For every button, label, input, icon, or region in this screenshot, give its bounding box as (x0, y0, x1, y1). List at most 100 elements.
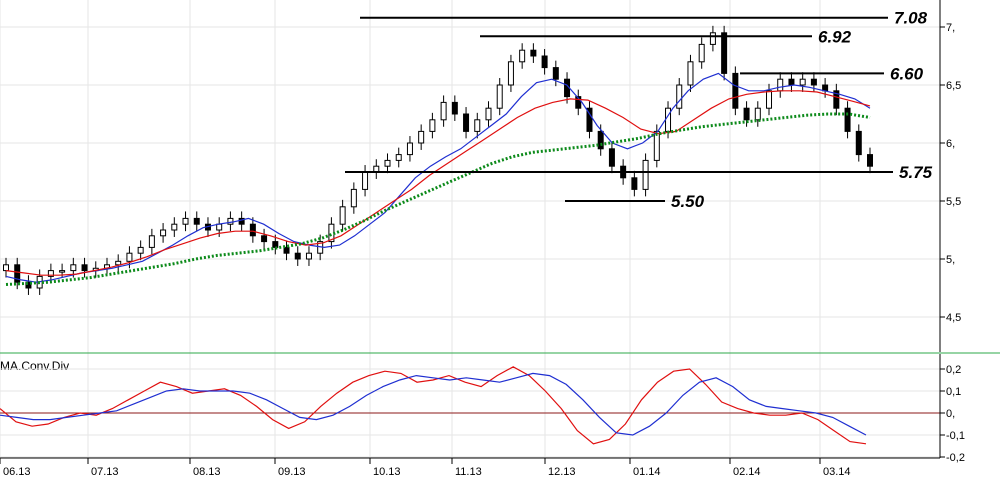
macd-panel: MA.Conv.Div 0,2 0,1 0, -0,1 -0,2 (0, 354, 965, 464)
candle-down (238, 217, 245, 225)
candle-down (721, 32, 728, 74)
candle-up (305, 252, 312, 260)
support-resistance-levels: 7.08 6.92 6.60 5.75 5.50 (345, 9, 933, 211)
candle-up (507, 61, 514, 86)
candle-up (182, 217, 189, 225)
candle-up (440, 101, 447, 121)
candle-down (530, 49, 537, 57)
candle-up (766, 90, 773, 109)
candle-down (586, 107, 593, 132)
candle-up (115, 260, 122, 266)
candle-up (799, 78, 806, 86)
candle-down (575, 96, 582, 109)
candle-down (14, 264, 21, 283)
moving-average-lines (5, 72, 871, 286)
time-tick-label: 07.13 (91, 466, 119, 478)
macd-tick-label: -0,1 (946, 430, 965, 442)
time-axis-ticks: 06.13 07.13 08.13 09.13 10.13 11.13 12.13 01.14… (0, 458, 851, 478)
price-tick-label: 5,5 (946, 196, 961, 208)
time-tick-label: 02.14 (733, 466, 761, 478)
candle-up (406, 142, 413, 156)
candle-up (395, 154, 402, 161)
candle-up (137, 246, 144, 254)
time-tick-label: 10.13 (373, 466, 401, 478)
candle-up (665, 107, 672, 132)
candle-up (687, 61, 694, 86)
price-tick-label: 6,5 (946, 80, 961, 92)
candle-up (47, 270, 54, 277)
candle-up (339, 206, 346, 225)
candle-up (384, 159, 391, 167)
macd-lines (0, 366, 867, 445)
candle-down (855, 130, 862, 156)
candle-down (294, 252, 301, 260)
time-tick-label: 12.13 (548, 466, 576, 478)
level-label: 5.50 (671, 192, 705, 211)
candle-up (485, 107, 492, 121)
candle-up (160, 229, 167, 237)
candle-down (631, 177, 638, 190)
moving-average-line (5, 112, 871, 286)
time-tick-label: 11.13 (455, 466, 482, 478)
candle-down (272, 241, 279, 248)
price-tick-label: 5, (946, 254, 955, 266)
macd-tick-label: 0,2 (946, 364, 961, 376)
candle-down (261, 235, 268, 243)
moving-average-line (5, 72, 871, 283)
candle-down (743, 107, 750, 121)
candle-up (653, 130, 660, 161)
level-label: 7.08 (894, 9, 928, 28)
time-tick-label: 08.13 (193, 466, 221, 478)
candle-up (676, 84, 683, 109)
candle-down (249, 223, 256, 237)
candle-down (451, 101, 458, 115)
price-tick-label: 7, (946, 22, 955, 34)
price-grid (0, 0, 940, 458)
macd-tick-label: -0,2 (946, 452, 965, 464)
candle-down (81, 264, 88, 272)
level-label: 5.75 (899, 163, 933, 182)
candlesticks (3, 25, 873, 295)
level-label: 6.92 (818, 27, 852, 46)
price-panel: 7.08 6.92 6.60 5.75 5.50 7, 6,5 6, 5,5 5, 4,5 (0, 0, 961, 458)
candle-down (283, 246, 290, 254)
candle-up (70, 264, 77, 272)
candle-down (25, 281, 32, 289)
candle-up (350, 188, 357, 208)
candle-up (126, 252, 133, 262)
candle-up (216, 223, 223, 231)
level-label: 6.60 (890, 64, 924, 83)
candle-up (519, 49, 526, 63)
time-tick-label: 01.14 (633, 466, 661, 478)
candle-down (541, 55, 548, 69)
macd-series-line (0, 366, 867, 445)
candle-up (642, 159, 649, 190)
candle-down (810, 78, 817, 86)
candle-up (362, 171, 369, 190)
candle-down (597, 130, 604, 150)
candle-down (193, 217, 200, 225)
macd-axis-ticks: 0,2 0,1 0, -0,1 -0,2 (940, 364, 965, 464)
candle-up (171, 223, 178, 231)
candle-up (418, 130, 425, 144)
candle-down (732, 72, 739, 109)
candle-up (148, 235, 155, 248)
candle-down (788, 78, 795, 86)
macd-tick-label: 0,1 (946, 386, 961, 398)
macd-title: MA.Conv.Div (0, 359, 69, 373)
candle-down (463, 113, 470, 132)
time-tick-label: 09.13 (278, 466, 306, 478)
macd-tick-label: 0, (946, 408, 955, 420)
price-axis-ticks: 7, 6,5 6, 5,5 5, 4,5 (940, 22, 961, 324)
time-tick-label: 06.13 (3, 466, 31, 478)
candle-up (3, 264, 9, 272)
candle-down (844, 107, 851, 132)
candle-up (59, 270, 66, 273)
candle-up (496, 84, 503, 109)
price-tick-label: 4,5 (946, 312, 961, 324)
candle-up (754, 107, 761, 121)
candle-down (833, 90, 840, 109)
macd-series-line (0, 372, 867, 436)
